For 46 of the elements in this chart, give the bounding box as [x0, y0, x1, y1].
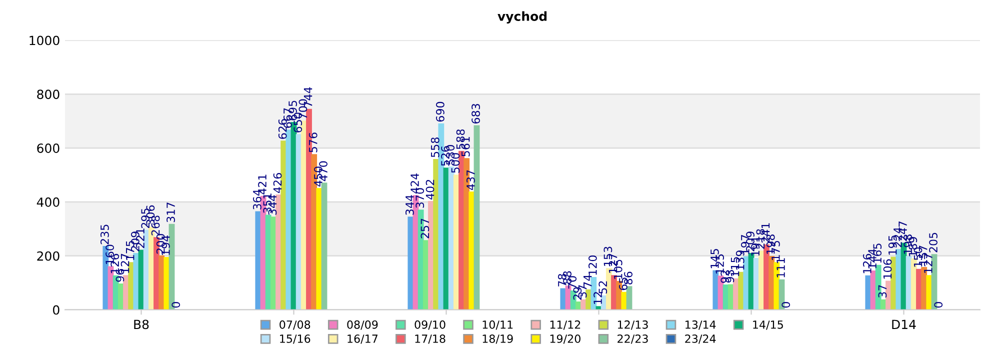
- data-label: 106: [883, 259, 892, 279]
- data-label: 0: [172, 302, 180, 308]
- legend-label: 10/11: [482, 320, 513, 330]
- chart-title: vychod: [498, 11, 547, 24]
- legend-label: 23/24: [685, 334, 716, 344]
- legend-label: 09/10: [414, 320, 446, 330]
- legend-label: 17/18: [415, 334, 446, 344]
- data-label: 257: [420, 218, 430, 238]
- data-label: 576: [308, 132, 318, 152]
- y-tick-label: 600: [37, 144, 60, 153]
- legend-label: 08/09: [347, 320, 378, 330]
- data-label: 111: [776, 258, 785, 278]
- legend-label: 15/16: [280, 334, 310, 344]
- legend-label: 07/08: [280, 320, 310, 330]
- data-label: 0: [934, 302, 943, 308]
- y-tick-label: 800: [37, 90, 60, 100]
- data-label: 558: [430, 138, 440, 158]
- data-label: 12: [594, 292, 602, 304]
- data-label: 690: [436, 102, 444, 122]
- y-tick-label: 400: [36, 197, 60, 207]
- x-tick-label: B8: [134, 320, 149, 330]
- data-label: 37: [878, 285, 887, 298]
- legend-label: 14/15: [753, 320, 783, 330]
- data-label: 426: [273, 173, 282, 194]
- data-label: 74: [584, 274, 592, 288]
- legend-label: 19/20: [550, 334, 580, 344]
- data-label: 205: [929, 232, 938, 252]
- legend-label: 18/19: [482, 334, 513, 344]
- y-tick-label: 0: [53, 305, 60, 315]
- x-tick-label: D14: [892, 320, 916, 329]
- legend-label: 22/23: [618, 334, 648, 344]
- legend-label: 13/14: [686, 320, 716, 330]
- data-label: 120: [588, 256, 597, 275]
- data-label: 235: [100, 224, 109, 244]
- y-tick-label: 200: [37, 251, 60, 261]
- data-label: 0: [782, 302, 790, 308]
- data-label: 683: [472, 104, 480, 124]
- legend-label: 16/17: [348, 334, 378, 344]
- legend-label: 12/13: [618, 320, 648, 330]
- legend-label: 11/12: [550, 320, 580, 330]
- data-label: 52: [598, 281, 608, 294]
- y-tick-label: 1000: [30, 36, 60, 46]
- data-label: 317: [166, 202, 175, 222]
- data-label: 437: [466, 170, 475, 190]
- data-label: 402: [426, 180, 434, 200]
- data-label: 344: [405, 195, 414, 215]
